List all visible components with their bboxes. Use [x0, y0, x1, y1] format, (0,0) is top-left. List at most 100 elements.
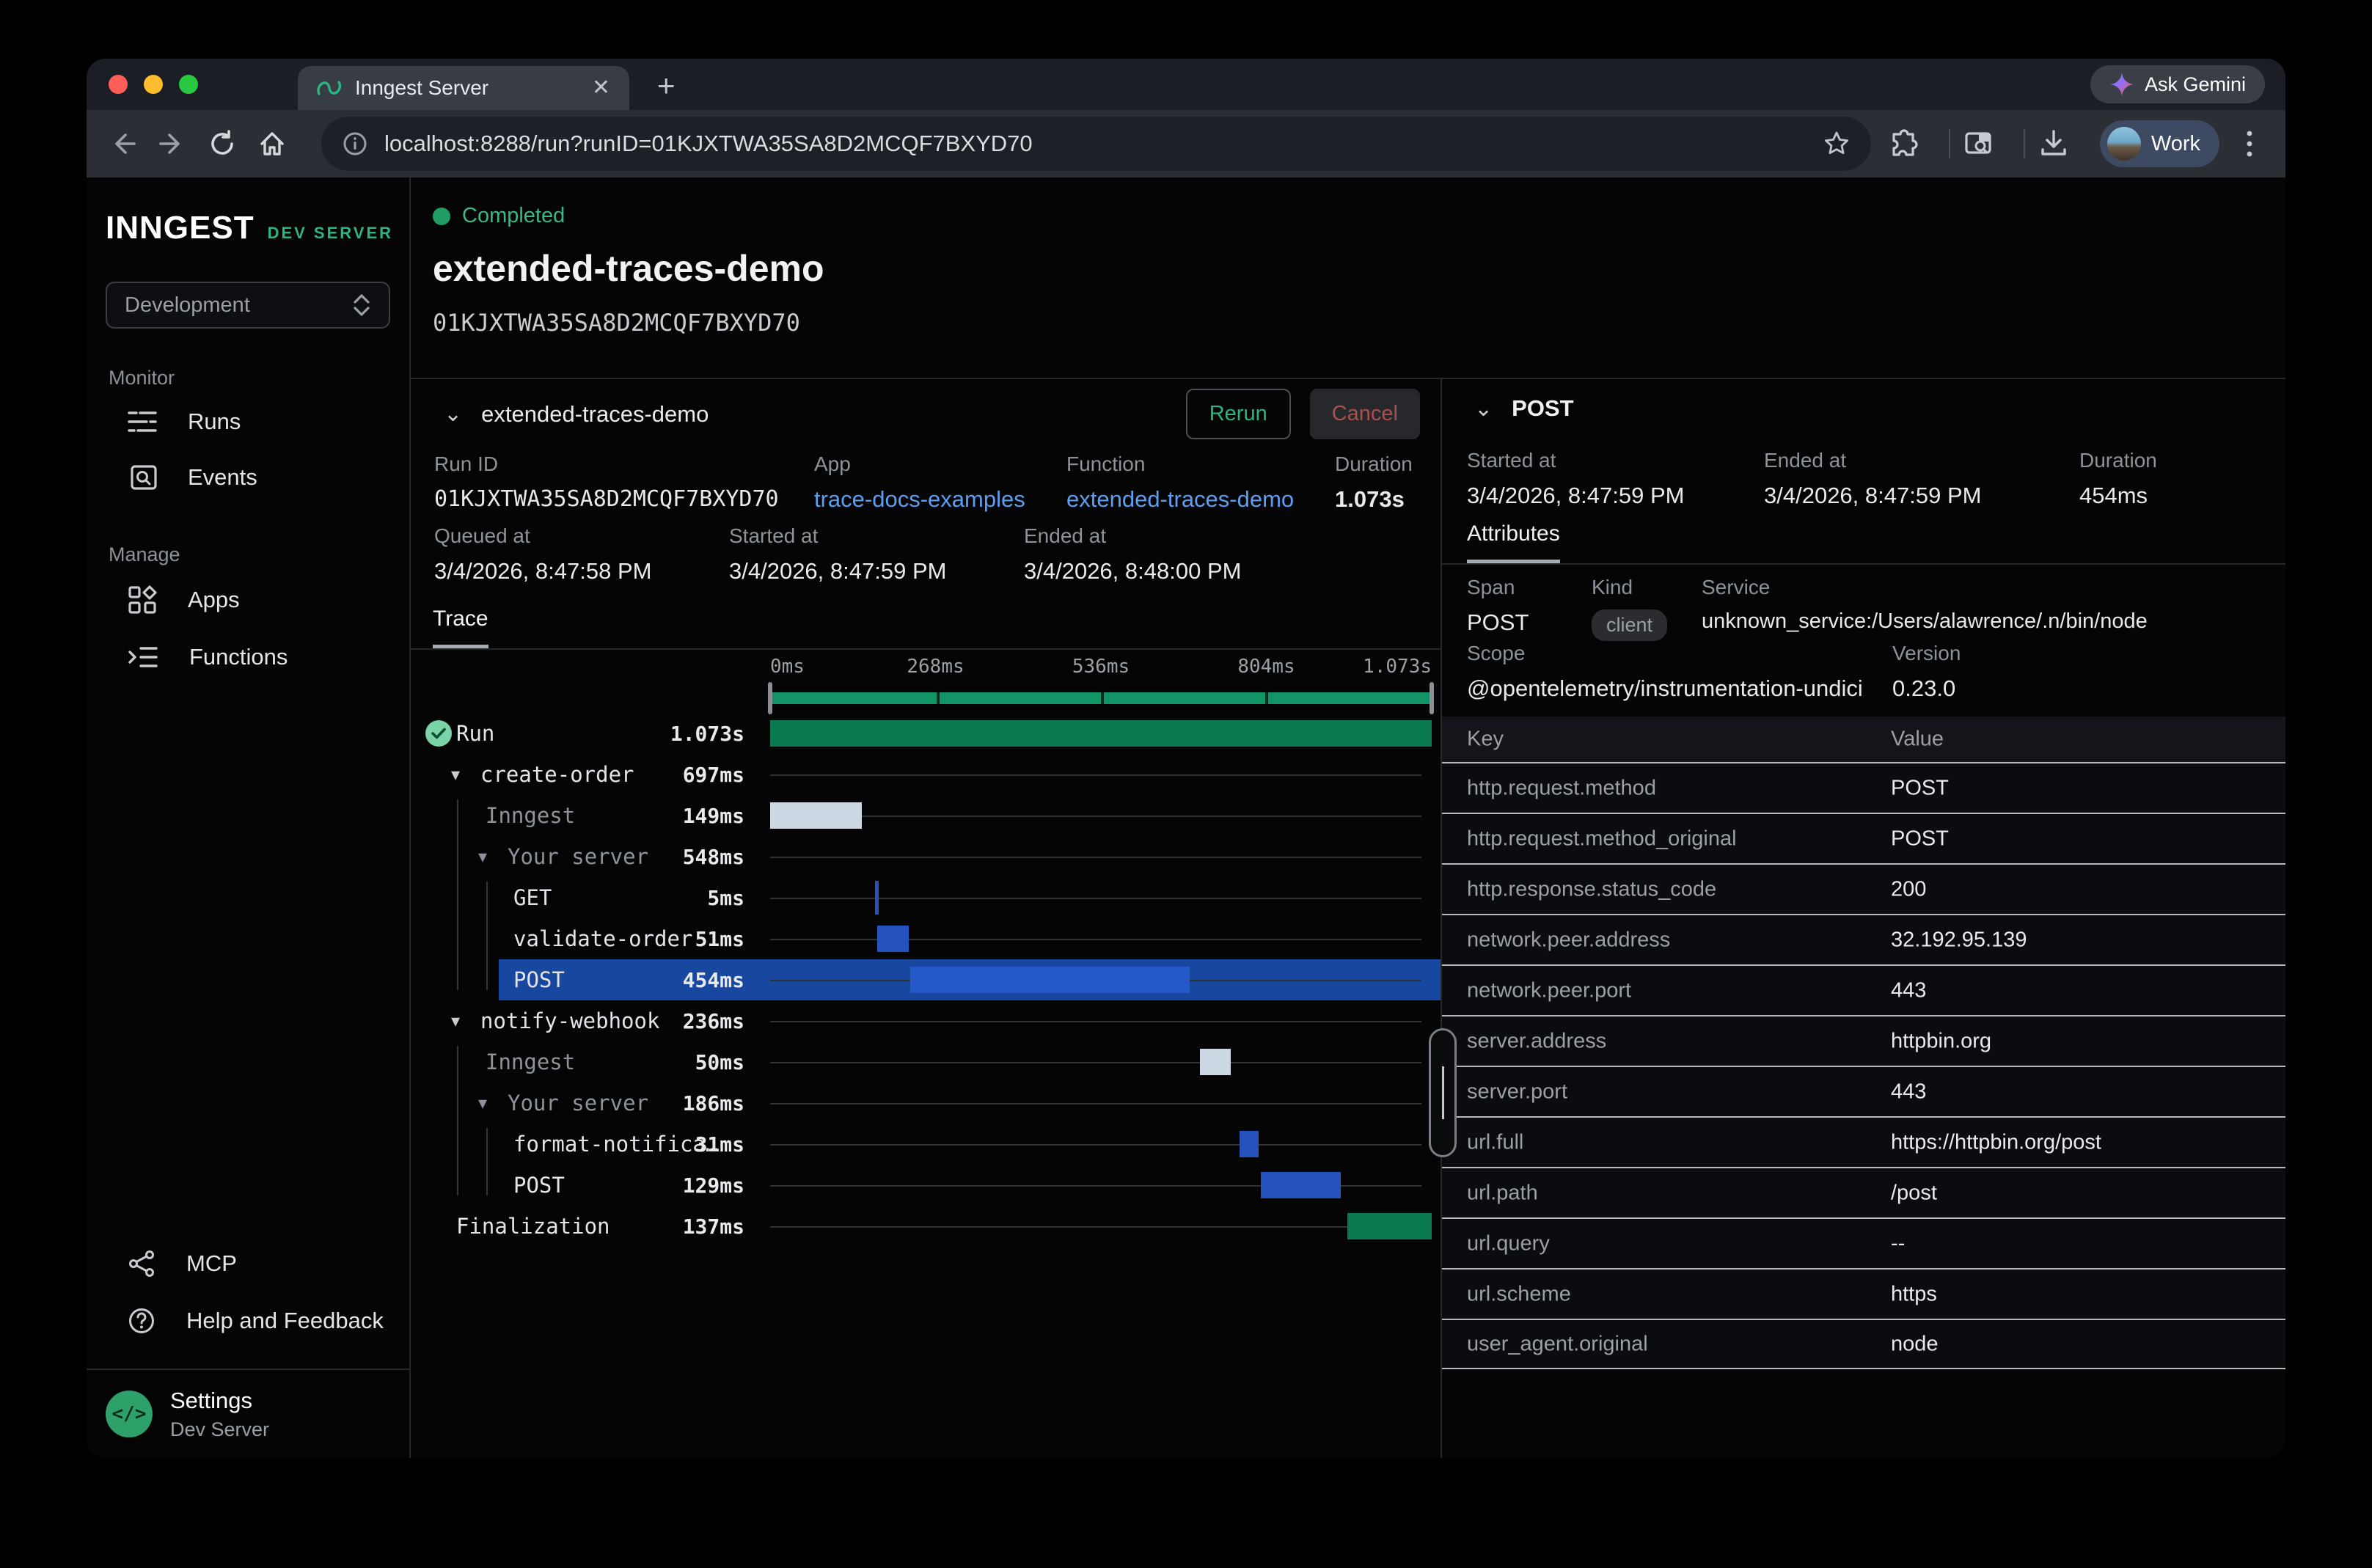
sidebar-item-mcp[interactable]: MCP — [87, 1235, 409, 1292]
trace-row-notify-webhook[interactable]: ▾ notify-webhook 236ms — [411, 1000, 1441, 1041]
trace-row-get[interactable]: GET 5ms — [411, 877, 1441, 918]
span-name: format-notifica… — [513, 1132, 719, 1157]
span-name: Inngest — [486, 1049, 576, 1074]
toolbar-divider — [2023, 129, 2025, 158]
span-duration: 548ms — [682, 844, 744, 869]
trace-row-inngest[interactable]: Inngest 50ms — [411, 1041, 1441, 1082]
trace-row-format-notifica-[interactable]: format-notifica… 31ms — [411, 1124, 1441, 1165]
span-duration: 137ms — [682, 1214, 744, 1239]
back-button[interactable] — [106, 127, 139, 161]
sidebar-item-events[interactable]: Events — [87, 450, 409, 505]
events-icon — [128, 464, 157, 491]
tab-search-icon[interactable] — [1962, 127, 1996, 161]
trace-row-post[interactable]: POST 129ms — [411, 1165, 1441, 1206]
tab-close-icon[interactable]: ✕ — [591, 76, 610, 100]
environment-select[interactable]: Development — [106, 282, 390, 329]
kind-badge: client — [1592, 609, 1668, 641]
trace-row-run[interactable]: Run 1.073s — [411, 713, 1441, 754]
collapse-chevron-icon[interactable]: ⌄ — [444, 402, 463, 426]
status-dot-icon — [433, 207, 450, 225]
field-queued-at: Queued at 3/4/2026, 8:47:58 PM — [434, 524, 651, 585]
ask-gemini-button[interactable]: Ask Gemini — [2090, 65, 2265, 103]
sidebar-item-settings[interactable]: </> Settings Dev Server — [87, 1369, 409, 1458]
field-run-id: Run ID 01KJXTWA35SA8D2MCQF7BXYD70 — [434, 453, 779, 512]
sidebar-item-apps[interactable]: Apps — [87, 571, 409, 629]
attribute-row-url-full: url.full https://httpbin.org/post — [1442, 1116, 2285, 1167]
field-ended-at: Ended at 3/4/2026, 8:47:59 PM — [1764, 449, 1981, 509]
trace-row-your-server[interactable]: ▾ Your server 548ms — [411, 836, 1441, 877]
tab-trace[interactable]: Trace — [433, 607, 488, 648]
sidebar-item-help-and-feedback[interactable]: Help and Feedback — [87, 1292, 409, 1349]
app-link[interactable]: trace-docs-examples — [814, 486, 1025, 512]
rerun-button[interactable]: Rerun — [1185, 389, 1291, 439]
attribute-value: 32.192.95.139 — [1891, 928, 2027, 951]
minimap-right-handle[interactable] — [1430, 682, 1434, 714]
close-window-button[interactable] — [109, 75, 128, 94]
span-name: Run — [456, 721, 495, 746]
functions-icon — [128, 645, 158, 670]
refresh-button[interactable] — [205, 127, 239, 161]
attribute-value: httpbin.org — [1891, 1029, 1992, 1052]
panel-resize-handle[interactable] — [1429, 1028, 1457, 1157]
bookmark-star-icon[interactable] — [1823, 130, 1851, 158]
minimap-separator — [937, 692, 940, 704]
mcp-icon — [128, 1250, 155, 1278]
site-info-icon[interactable] — [342, 131, 368, 157]
minimize-window-button[interactable] — [144, 75, 163, 94]
browser-menu-icon[interactable] — [2233, 127, 2266, 161]
trace-row-finalization[interactable]: Finalization 137ms — [411, 1206, 1441, 1247]
home-button[interactable] — [255, 127, 289, 161]
maximize-window-button[interactable] — [179, 75, 198, 94]
expand-chevron-icon[interactable]: ▾ — [451, 764, 461, 785]
sidebar-item-label: Runs — [188, 409, 241, 434]
field-value: 3/4/2026, 8:47:58 PM — [434, 558, 652, 584]
field-label: Duration — [2079, 449, 2157, 472]
browser-tab[interactable]: Inngest Server ✕ — [298, 66, 629, 110]
minimap-strip[interactable] — [772, 692, 1430, 704]
apps-icon — [128, 585, 157, 615]
settings-subtitle: Dev Server — [170, 1418, 270, 1440]
browser-toolbar: localhost:8288/run?runID=01KJXTWA35SA8D2… — [87, 110, 2285, 177]
span-duration: 149ms — [682, 803, 744, 828]
expand-chevron-icon[interactable]: ▾ — [478, 846, 488, 867]
collapse-chevron-icon[interactable]: ⌄ — [1474, 396, 1493, 421]
minimap-left-handle[interactable] — [768, 682, 772, 714]
span-timeline — [770, 1206, 1432, 1247]
attribute-value: https://httpbin.org/post — [1891, 1130, 2101, 1154]
span-duration: 1.073s — [670, 721, 744, 746]
profile-button[interactable]: Work — [2099, 120, 2219, 167]
trace-row-create-order[interactable]: ▾ create-order 697ms — [411, 754, 1441, 795]
run-body: ⌄ extended-traces-demo Rerun Cancel Run … — [411, 379, 2285, 1458]
trace-row-inngest[interactable]: Inngest 149ms — [411, 795, 1441, 836]
environment-select-value: Development — [125, 293, 250, 317]
extensions-icon[interactable] — [1887, 127, 1921, 161]
field-function: Function extended-traces-demo — [1066, 453, 1294, 513]
attributes-table: Key Value http.request.method POST http.re… — [1442, 717, 2285, 1369]
trace-row-your-server[interactable]: ▾ Your server 186ms — [411, 1082, 1441, 1124]
new-tab-button[interactable]: + — [657, 68, 676, 103]
cancel-button[interactable]: Cancel — [1309, 389, 1420, 439]
field-value: 01KJXTWA35SA8D2MCQF7BXYD70 — [434, 486, 779, 512]
span-timeline — [770, 959, 1432, 1000]
indent-guide — [486, 882, 488, 990]
expand-chevron-icon[interactable]: ▾ — [478, 1093, 488, 1113]
sidebar-item-functions[interactable]: Functions — [87, 629, 409, 685]
tab-strip: Inngest Server ✕ + Ask Gemini — [87, 59, 2285, 110]
field-started-at: Started at 3/4/2026, 8:47:59 PM — [729, 524, 946, 585]
span-name: Inngest — [486, 803, 576, 828]
sidebar-item-runs[interactable]: Runs — [87, 394, 409, 450]
tab-attributes[interactable]: Attributes — [1467, 521, 1560, 563]
attribute-row-user-agent-original: user_agent.original node — [1442, 1319, 2285, 1369]
url-bar[interactable]: localhost:8288/run?runID=01KJXTWA35SA8D2… — [321, 117, 1871, 171]
attribute-row-url-scheme: url.scheme https — [1442, 1268, 2285, 1319]
expand-chevron-icon[interactable]: ▾ — [451, 1011, 461, 1031]
trace-row-post[interactable]: POST 454ms — [411, 959, 1441, 1000]
trace-row-validate-order[interactable]: validate-order 51ms — [411, 918, 1441, 959]
downloads-icon[interactable] — [2037, 127, 2071, 161]
span-name: notify-webhook — [480, 1008, 660, 1033]
forward-button[interactable] — [155, 127, 189, 161]
span-duration: 697ms — [682, 762, 744, 787]
function-link[interactable]: extended-traces-demo — [1066, 486, 1295, 512]
inngest-favicon-icon — [317, 80, 342, 96]
inngest-app: INNGEST DEV SERVER Development Monitor Ru… — [87, 177, 2285, 1458]
